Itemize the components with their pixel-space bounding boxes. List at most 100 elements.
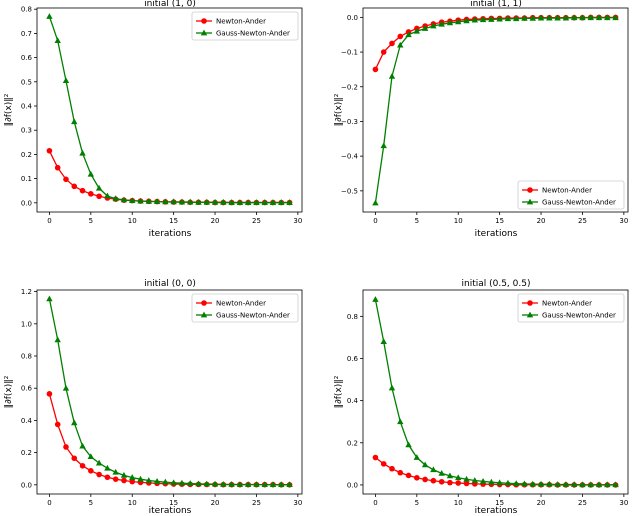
subplot-initial-0-0: initial (0, 0) 0 5 10 15 20 25 30 0.0 0.2 0.4 0.6… xyxy=(4,279,303,516)
subplot-initial-0.5-0.5: initial (0.5, 0.5) 0 5 10 15 20 25 30 0.00.20.… xyxy=(334,279,629,516)
data-point-newton-ander xyxy=(430,477,437,484)
data-point-gauss-newton-ander xyxy=(471,16,478,23)
data-point-newton-ander xyxy=(397,33,404,40)
data-point-gauss-newton-ander xyxy=(120,196,128,203)
data-point-gauss-newton-ander xyxy=(137,475,144,482)
x-tick-label: 0 xyxy=(373,217,377,225)
data-point-newton-ander xyxy=(389,40,395,47)
data-point-newton-ander xyxy=(46,147,53,154)
data-point-newton-ander xyxy=(104,474,111,481)
x-tick-label: 0 xyxy=(47,499,51,507)
y-tick-label: 0.0 xyxy=(347,14,358,22)
data-point-gauss-newton-ander xyxy=(521,480,528,487)
y-tick-label: −0.3 xyxy=(341,118,358,126)
data-point-gauss-newton-ander xyxy=(421,25,429,31)
data-point-gauss-newton-ander xyxy=(87,170,95,177)
data-point-gauss-newton-ander xyxy=(587,481,594,488)
data-point-gauss-newton-ander xyxy=(587,14,594,21)
data-point-newton-ander xyxy=(46,391,53,397)
legend-label-newton: Newton-Ander xyxy=(216,300,266,308)
y-axis-label: ‖∂f(x)‖² xyxy=(4,375,14,408)
y-axis-label: ‖∂f(x)‖² xyxy=(334,375,344,408)
data-point-gauss-newton-ander xyxy=(372,296,379,302)
x-tick-label: 15 xyxy=(495,499,504,507)
x-tick-label: 15 xyxy=(169,217,178,225)
data-point-gauss-newton-ander xyxy=(112,468,119,475)
data-point-gauss-newton-ander xyxy=(372,199,379,206)
data-point-gauss-newton-ander xyxy=(397,418,404,425)
data-point-newton-ander xyxy=(380,461,387,467)
legend-label-newton: Newton-Ander xyxy=(542,300,592,308)
data-point-gauss-newton-ander xyxy=(269,199,277,205)
data-point-gauss-newton-ander xyxy=(95,184,103,191)
x-tick-label: 15 xyxy=(495,217,504,225)
x-tick-label: 5 xyxy=(89,217,93,225)
x-tick-label: 25 xyxy=(578,499,587,507)
data-point-gauss-newton-ander xyxy=(579,481,586,488)
data-point-gauss-newton-ander xyxy=(278,199,285,205)
data-point-gauss-newton-ander xyxy=(570,14,578,21)
x-tick-label: 10 xyxy=(454,499,463,507)
data-point-newton-ander xyxy=(63,444,69,450)
data-point-gauss-newton-ander xyxy=(446,472,454,479)
data-point-gauss-newton-ander xyxy=(195,198,202,205)
legend-marker-newton xyxy=(527,300,533,306)
data-point-newton-ander xyxy=(71,183,78,190)
legend-box xyxy=(517,180,625,210)
data-point-gauss-newton-ander xyxy=(562,481,570,487)
y-ticks: 0.0 0.2 0.4 0.6 0.8 xyxy=(347,313,363,489)
data-point-gauss-newton-ander xyxy=(269,481,277,488)
data-point-gauss-newton-ander xyxy=(244,481,252,487)
data-point-gauss-newton-ander xyxy=(203,480,210,487)
data-point-gauss-newton-ander xyxy=(537,480,545,487)
data-point-gauss-newton-ander xyxy=(203,198,210,205)
data-point-newton-ander xyxy=(405,472,412,479)
data-point-gauss-newton-ander xyxy=(153,198,161,204)
data-point-newton-ander xyxy=(54,421,61,428)
data-point-newton-ander xyxy=(372,454,379,461)
data-point-gauss-newton-ander xyxy=(46,295,53,302)
legend: Newton-Ander Gauss-Newton-Ander xyxy=(191,11,299,41)
data-point-newton-ander xyxy=(121,477,127,484)
x-tick-label: 20 xyxy=(537,217,546,225)
y-axis-label: ‖∂f(x)‖² xyxy=(334,93,344,126)
data-point-newton-ander xyxy=(455,480,462,486)
data-point-newton-ander xyxy=(96,471,102,478)
y-tick-label: −0.1 xyxy=(341,49,358,57)
y-tick-label: 0.3 xyxy=(21,127,32,135)
plot-frame xyxy=(36,7,303,213)
data-point-gauss-newton-ander xyxy=(388,72,396,79)
y-tick-label: 1.2 xyxy=(21,288,32,296)
y-tick-label: 0.6 xyxy=(347,355,359,363)
data-point-newton-ander xyxy=(79,187,86,194)
y-tick-label: 0.4 xyxy=(21,103,33,111)
x-axis-label: iterations xyxy=(475,506,518,516)
data-point-gauss-newton-ander xyxy=(562,14,570,21)
x-tick-label: 0 xyxy=(47,217,51,225)
data-layer xyxy=(46,13,293,206)
legend-marker-newton xyxy=(527,187,533,193)
data-point-gauss-newton-ander xyxy=(421,461,429,468)
data-point-gauss-newton-ander xyxy=(153,478,161,484)
data-point-gauss-newton-ander xyxy=(87,453,95,460)
x-tick-label: 20 xyxy=(211,217,220,225)
legend-marker-gauss xyxy=(526,311,534,318)
plot-frame xyxy=(362,7,629,213)
data-point-gauss-newton-ander xyxy=(513,15,520,22)
data-point-gauss-newton-ander xyxy=(120,471,128,478)
plot-title: initial (1, 1) xyxy=(470,0,522,9)
data-point-newton-ander xyxy=(88,468,94,474)
y-tick-label: 0.0 xyxy=(21,481,32,489)
legend-label-newton: Newton-Ander xyxy=(542,187,592,195)
data-point-gauss-newton-ander xyxy=(79,442,86,449)
legend: Newton-Ander Gauss-Newton-Ander xyxy=(191,293,299,323)
data-point-gauss-newton-ander xyxy=(463,17,470,24)
legend: Newton-Ander Gauss-Newton-Ander xyxy=(517,180,625,210)
y-tick-label: 0.2 xyxy=(21,449,32,457)
legend-label-gauss: Gauss-Newton-Ander xyxy=(542,312,616,320)
data-point-gauss-newton-ander xyxy=(95,459,103,466)
data-point-gauss-newton-ander xyxy=(380,142,387,149)
data-point-gauss-newton-ander xyxy=(529,480,536,487)
data-point-gauss-newton-ander xyxy=(253,199,260,205)
data-point-gauss-newton-ander xyxy=(228,480,235,487)
